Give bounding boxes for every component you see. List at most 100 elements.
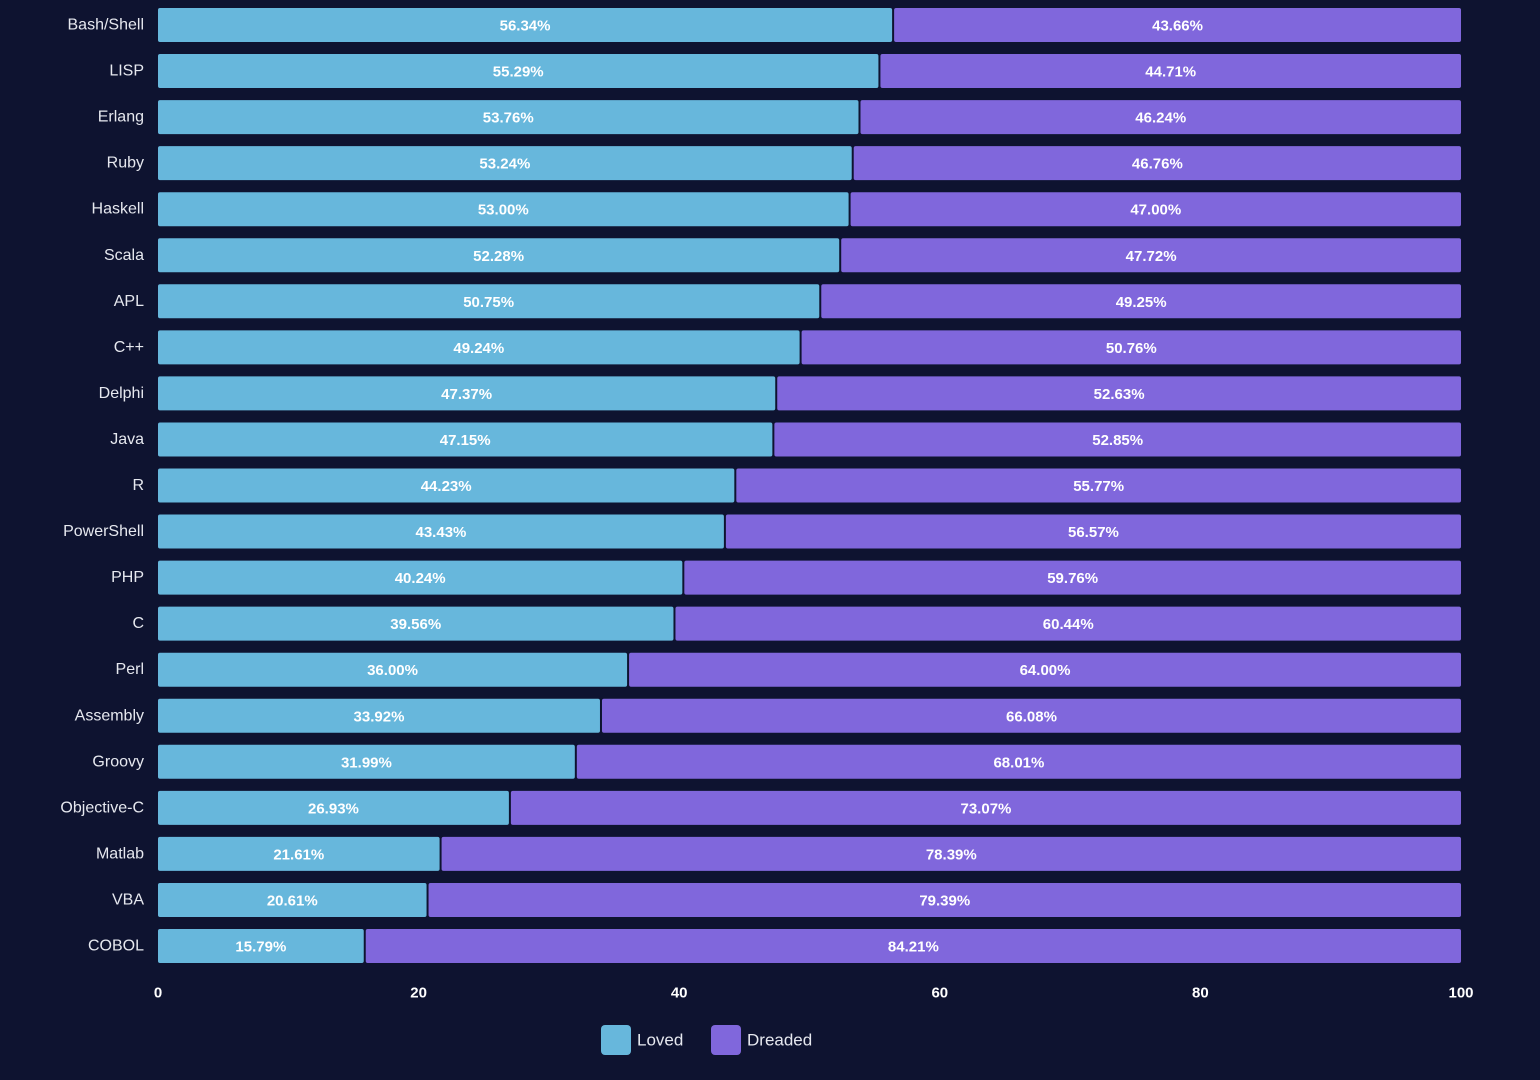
bar-value-label: 40.24%	[395, 570, 446, 587]
bar-value-label: 47.72%	[1126, 248, 1177, 265]
bar-value-label: 46.76%	[1132, 156, 1183, 173]
bar-loved[interactable]	[158, 744, 575, 779]
bar-loved[interactable]	[158, 514, 724, 549]
bar-loved[interactable]	[158, 422, 773, 457]
bar-loved[interactable]	[158, 652, 628, 687]
bar-value-label: 79.39%	[919, 892, 970, 909]
category-label: Delphi	[99, 385, 144, 402]
bar-loved[interactable]	[158, 698, 600, 733]
legend-item-loved[interactable]: Loved	[601, 1025, 683, 1055]
x-tick-label: 40	[671, 985, 688, 1002]
bar-dreaded[interactable]	[801, 330, 1461, 365]
category-axis: Bash/Shell LISP Erlang Ruby Haskell Scala APL C…	[60, 17, 144, 955]
bar-dreaded[interactable]	[774, 422, 1461, 457]
bar-value-label: 46.24%	[1135, 110, 1186, 127]
bar-value-label: 53.24%	[479, 156, 530, 173]
bar-loved[interactable]	[158, 8, 893, 42]
bar-loved[interactable]	[158, 284, 820, 319]
bar-value-label: 55.77%	[1073, 478, 1124, 495]
legend-swatch	[711, 1025, 741, 1055]
category-label: Java	[110, 431, 144, 448]
category-label: Perl	[116, 661, 144, 678]
bar-value-label: 56.34%	[500, 18, 551, 35]
bar-loved[interactable]	[158, 376, 776, 411]
category-label: Groovy	[92, 753, 144, 770]
x-tick-label: 80	[1192, 985, 1209, 1002]
bar-dreaded[interactable]	[777, 376, 1461, 411]
legend-item-dreaded[interactable]: Dreaded	[711, 1025, 812, 1055]
bar-loved[interactable]	[158, 882, 427, 917]
bar-loved[interactable]	[158, 468, 735, 503]
bar-dreaded[interactable]	[576, 744, 1461, 779]
bar-value-label: 52.63%	[1094, 386, 1145, 403]
bar-value-label: 53.76%	[483, 110, 534, 127]
bar-loved[interactable]	[158, 330, 800, 365]
bar-dreaded[interactable]	[860, 100, 1461, 135]
bar-value-label: 33.92%	[354, 708, 405, 725]
bar-dreaded[interactable]	[821, 284, 1461, 319]
bar-value-label: 50.76%	[1106, 340, 1157, 357]
bar-loved[interactable]	[158, 560, 683, 595]
bar-loved[interactable]	[158, 606, 674, 641]
bar-value-label: 31.99%	[341, 754, 392, 771]
bar-loved[interactable]	[158, 790, 509, 825]
bar-loved[interactable]	[158, 146, 852, 181]
bar-dreaded[interactable]	[684, 560, 1461, 595]
bar-value-label: 59.76%	[1047, 570, 1098, 587]
bar-loved[interactable]	[158, 100, 859, 135]
x-tick-label: 20	[410, 985, 427, 1002]
bar-value-label: 47.15%	[440, 432, 491, 449]
bar-value-label: 50.75%	[463, 294, 514, 311]
bar-dreaded[interactable]	[510, 790, 1461, 825]
category-label: APL	[114, 293, 144, 310]
bar-value-label: 43.66%	[1152, 18, 1203, 35]
bar-dreaded[interactable]	[736, 468, 1461, 503]
category-label: Bash/Shell	[68, 17, 145, 34]
bar-dreaded[interactable]	[894, 8, 1461, 42]
bar-value-label: 43.43%	[416, 524, 467, 541]
x-tick-label: 0	[154, 985, 162, 1002]
category-label: C++	[114, 339, 144, 356]
legend-label: Loved	[637, 1031, 683, 1050]
bar-loved[interactable]	[158, 929, 364, 963]
bar-dreaded[interactable]	[675, 606, 1461, 641]
bar-value-label: 55.29%	[493, 64, 544, 81]
bar-dreaded[interactable]	[441, 836, 1461, 871]
category-label: Scala	[104, 247, 144, 264]
legend-label: Dreaded	[747, 1031, 812, 1050]
bar-loved[interactable]	[158, 192, 849, 227]
category-label: Erlang	[98, 109, 144, 126]
bar-dreaded[interactable]	[365, 929, 1462, 963]
category-label: PowerShell	[63, 523, 144, 540]
bar-value-label: 52.28%	[473, 248, 524, 265]
bar-value-label: 26.93%	[308, 800, 359, 817]
value-axis: 0 20 40 60 80 100	[154, 985, 1474, 1002]
bar-value-label: 53.00%	[478, 202, 529, 219]
legend[interactable]: Loved Dreaded	[601, 1025, 812, 1055]
bar-dreaded[interactable]	[629, 652, 1461, 687]
bar-value-label: 20.61%	[267, 892, 318, 909]
legend-swatch	[601, 1025, 631, 1055]
bar-value-label: 21.61%	[273, 846, 324, 863]
bar-dreaded[interactable]	[601, 698, 1461, 733]
bar-dreaded[interactable]	[725, 514, 1461, 549]
category-label: Ruby	[107, 155, 144, 172]
bar-dreaded[interactable]	[428, 882, 1461, 917]
bar-dreaded[interactable]	[841, 238, 1461, 273]
bar-value-label: 49.24%	[453, 340, 504, 357]
bar-loved[interactable]	[158, 54, 879, 89]
bar-loved[interactable]	[158, 836, 440, 871]
bar-value-label: 47.37%	[441, 386, 492, 403]
category-label: COBOL	[88, 938, 144, 955]
bar-dreaded[interactable]	[853, 146, 1461, 181]
bar-dreaded[interactable]	[850, 192, 1461, 227]
bar-value-label: 52.85%	[1092, 432, 1143, 449]
category-label: C	[132, 615, 144, 632]
bar-loved[interactable]	[158, 238, 840, 273]
x-tick-label: 100	[1448, 985, 1473, 1002]
bar-dreaded[interactable]	[880, 54, 1461, 89]
bar-value-label: 44.71%	[1145, 64, 1196, 81]
bar-value-label: 68.01%	[993, 754, 1044, 771]
category-label: Haskell	[92, 201, 144, 218]
